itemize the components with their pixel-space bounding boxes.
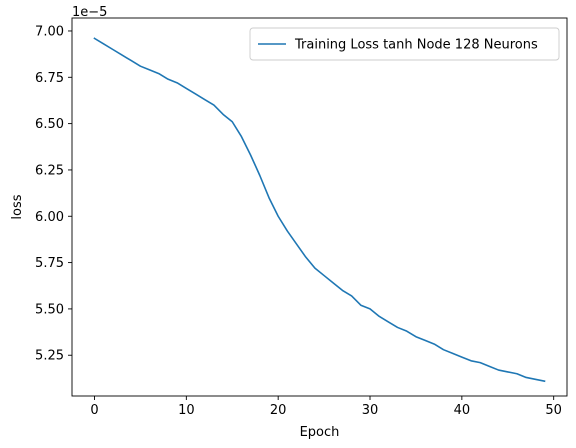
- y-tick-label: 6.00: [35, 210, 64, 225]
- x-axis-label: Epoch: [300, 425, 340, 440]
- x-tick-label: 0: [90, 403, 98, 418]
- y-tick-label: 5.50: [35, 302, 64, 317]
- x-tick-label: 50: [545, 403, 562, 418]
- x-tick-label: 40: [454, 403, 471, 418]
- y-tick-label: 6.50: [35, 117, 64, 132]
- y-tick-label: 5.75: [35, 256, 64, 271]
- x-tick-label: 10: [178, 403, 195, 418]
- y-tick-label: 7.00: [35, 24, 64, 39]
- plot-frame: [71, 17, 568, 397]
- series-line-0: [93, 37, 546, 383]
- y-tick-label: 6.25: [35, 163, 64, 178]
- legend-label: Training Loss tanh Node 128 Neurons: [294, 38, 538, 53]
- y-offset-label: 1e−5: [72, 5, 107, 20]
- legend: Training Loss tanh Node 128 Neurons: [249, 27, 560, 61]
- legend-box: [249, 27, 560, 61]
- x-tick-label: 30: [362, 403, 379, 418]
- y-axis-label: loss: [10, 194, 25, 219]
- y-tick-label: 5.25: [35, 349, 64, 364]
- x-tick-label: 20: [270, 403, 287, 418]
- y-tick-label: 6.75: [35, 71, 64, 86]
